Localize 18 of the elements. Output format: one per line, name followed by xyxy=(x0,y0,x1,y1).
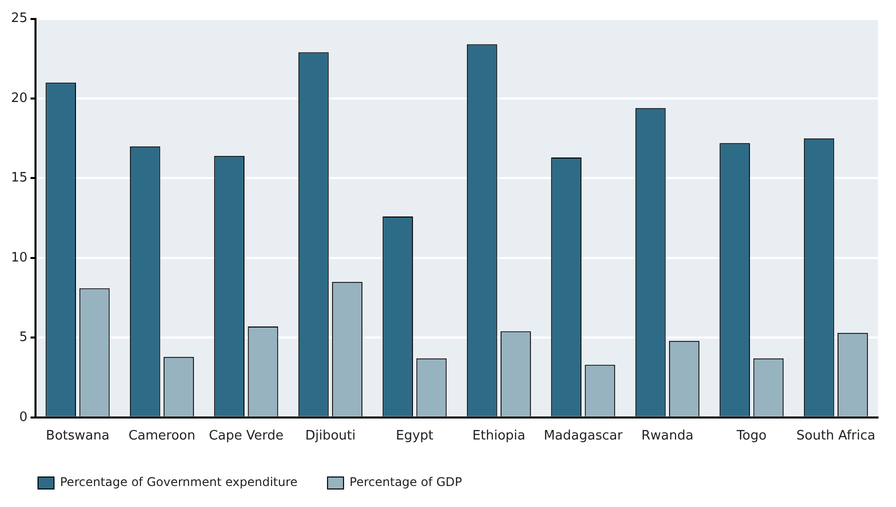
x-tick-label: Ethiopia xyxy=(472,428,526,444)
x-tick-label: Cape Verde xyxy=(208,428,284,444)
x-tick-label: Cameroon xyxy=(128,428,196,444)
y-tick-label: 10 xyxy=(10,250,28,266)
legend-label: Percentage of GDP xyxy=(350,475,462,490)
y-tick-label: 15 xyxy=(10,170,28,186)
x-tick-label: Egypt xyxy=(396,428,434,444)
x-tick-label: South Africa xyxy=(796,428,876,444)
x-tick-label: Madagascar xyxy=(544,428,624,444)
y-tick-label: 0 xyxy=(19,410,28,425)
x-tick-label: Togo xyxy=(736,428,767,444)
y-tick-label: 25 xyxy=(10,11,28,26)
x-tick-label: Djibouti xyxy=(305,428,356,444)
y-tick-label: 20 xyxy=(10,90,28,106)
x-tick-label: Rwanda xyxy=(641,428,694,444)
y-tick-label: 5 xyxy=(19,330,28,346)
legend-label: Percentage of Government expenditure xyxy=(60,475,298,490)
x-tick-label: Botswana xyxy=(46,428,110,444)
